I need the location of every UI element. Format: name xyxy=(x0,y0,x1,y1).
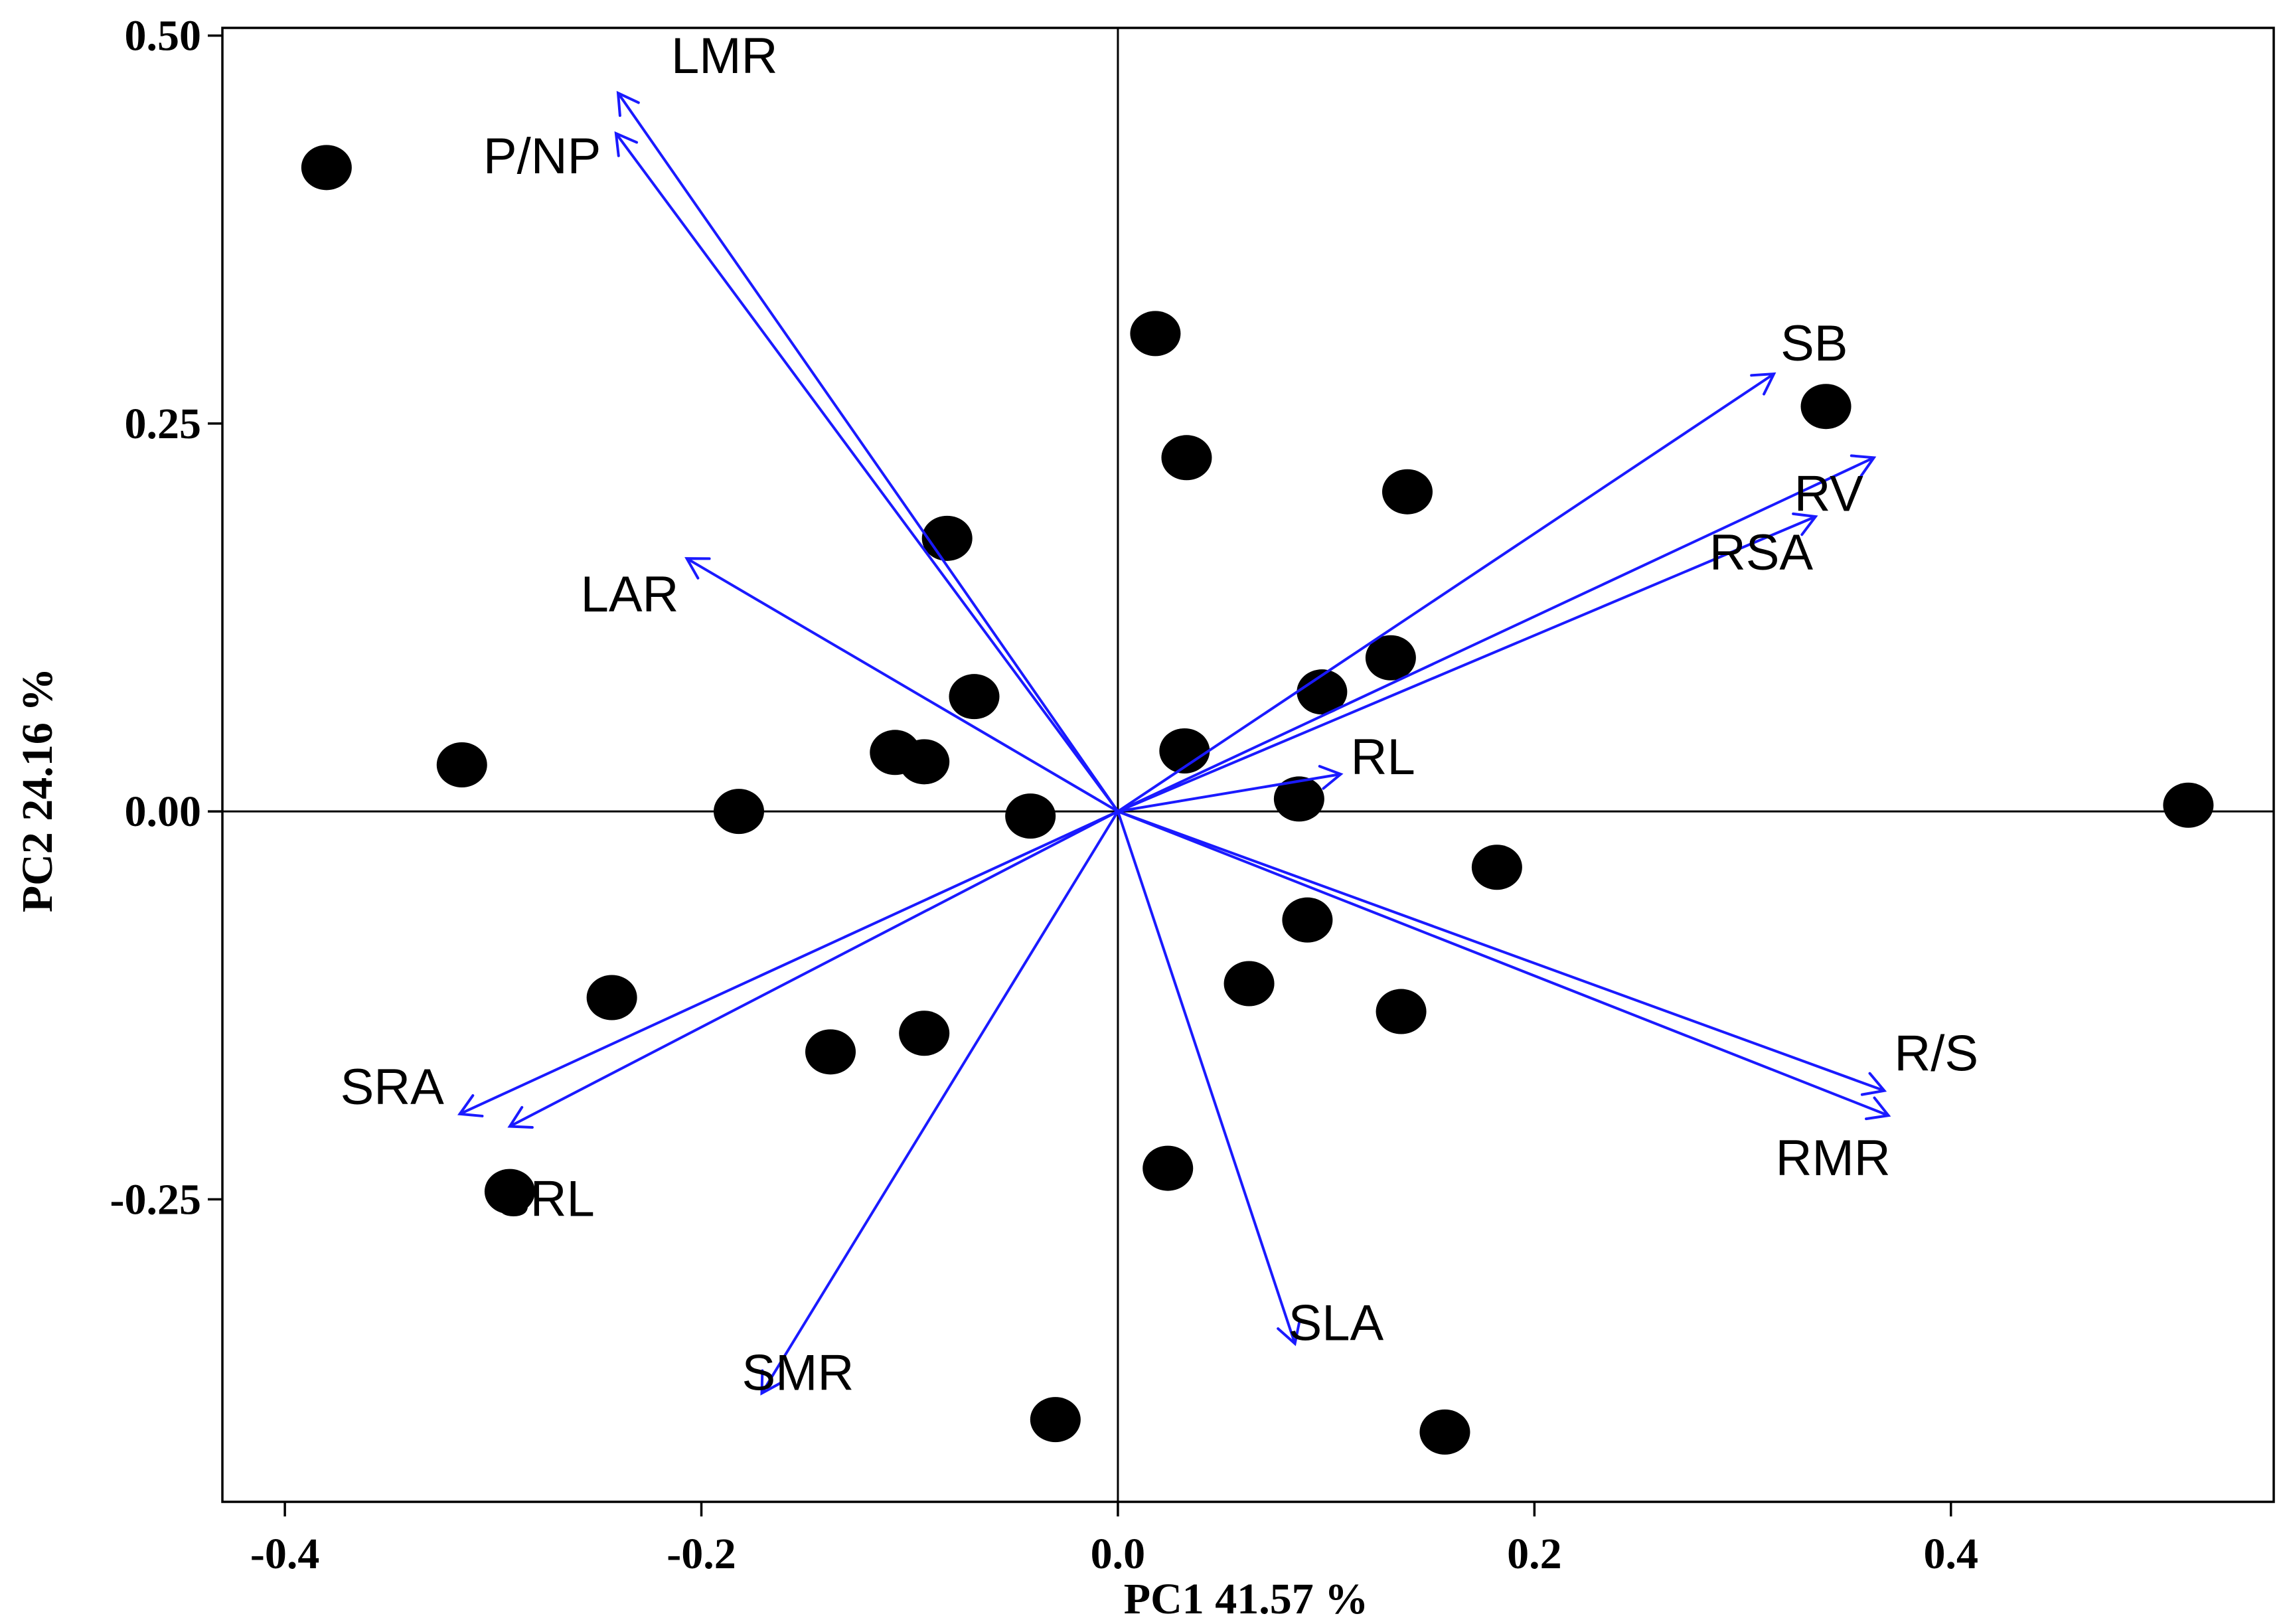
score-point xyxy=(1381,469,1433,515)
loading-label-smr: SMR xyxy=(742,1344,854,1401)
score-point xyxy=(805,1029,856,1075)
loading-arrow-smr xyxy=(760,811,1119,1394)
y-tick-label: 0.25 xyxy=(125,400,202,448)
loading-arrow-rv xyxy=(1117,456,1875,813)
x-tick-label: 0.4 xyxy=(1924,1530,1979,1578)
loading-arrow-r-s xyxy=(1117,810,1885,1092)
score-point xyxy=(1130,311,1181,357)
loading-arrowhead-srl xyxy=(507,1105,534,1129)
loading-arrow-sb xyxy=(1117,372,1775,813)
plot-frame xyxy=(221,27,2275,1503)
x-axis-ticks: -0.4 -0.2 0.0 0.2 0.4 xyxy=(250,1502,1978,1578)
loading-arrow-sla xyxy=(1117,811,1297,1344)
loading-label-sra: SRA xyxy=(341,1059,445,1115)
score-point xyxy=(1800,384,1852,430)
score-point xyxy=(586,975,637,1020)
score-point xyxy=(2163,782,2214,828)
x-tick-label: -0.2 xyxy=(667,1530,736,1578)
loading-label-lmr: LMR xyxy=(671,28,777,84)
loading-arrowhead-lmr xyxy=(616,90,640,118)
score-point xyxy=(1365,635,1416,681)
loading-arrowhead-r-s xyxy=(1860,1072,1887,1096)
loading-label-rl: RL xyxy=(1351,729,1415,785)
loading-arrow-rmr xyxy=(1117,810,1889,1117)
score-point xyxy=(436,742,487,787)
score-points xyxy=(301,145,2214,1455)
loading-arrowhead-rsa xyxy=(1792,512,1818,536)
loading-arrow-rsa xyxy=(1117,515,1816,813)
y-axis-ticks: 0.50 0.25 0.00 -0.25 xyxy=(110,12,222,1224)
y-tick-label: 0.00 xyxy=(125,787,202,836)
zero-lines xyxy=(222,28,2274,1502)
loading-arrowhead-sb xyxy=(1750,372,1776,396)
x-tick-label: 0.2 xyxy=(1507,1530,1562,1578)
loading-arrow-rl xyxy=(1117,773,1341,813)
loading-arrowhead-p-np xyxy=(614,131,639,157)
score-point xyxy=(899,1011,950,1056)
score-point xyxy=(1005,793,1056,839)
score-point xyxy=(1282,897,1333,943)
y-tick-label: 0.50 xyxy=(125,12,202,60)
score-point xyxy=(1030,1397,1081,1443)
y-axis-title: PC2 24.16 % xyxy=(13,668,62,912)
score-point xyxy=(713,789,764,835)
loading-arrowhead-sla xyxy=(1277,1320,1301,1346)
loading-label-r-s: R/S xyxy=(1894,1026,1978,1082)
loading-arrowhead-rv xyxy=(1850,454,1877,478)
loading-arrow-srl xyxy=(509,810,1119,1128)
loading-arrowhead-smr xyxy=(760,1369,783,1396)
score-point xyxy=(1471,845,1522,890)
loading-arrow-lar xyxy=(686,557,1119,813)
loading-arrow-p-np xyxy=(615,132,1119,813)
x-tick-label: 0.0 xyxy=(1091,1530,1146,1578)
loading-arrowhead-sra xyxy=(457,1094,484,1117)
loading-label-rsa: RSA xyxy=(1709,525,1814,581)
loading-label-srl: SRL xyxy=(497,1171,595,1227)
score-point xyxy=(1376,989,1427,1034)
loading-label-rv: RV xyxy=(1794,465,1864,522)
y-tick-label: -0.25 xyxy=(110,1175,201,1224)
loading-arrow-lmr xyxy=(617,92,1119,813)
score-point xyxy=(484,1169,535,1214)
loading-label-p-np: P/NP xyxy=(483,128,601,185)
score-point xyxy=(949,674,1000,720)
score-point xyxy=(899,739,950,785)
score-point xyxy=(1159,728,1210,773)
loading-arrowhead-lar xyxy=(684,557,711,580)
loading-arrowhead-rl xyxy=(1318,765,1344,790)
score-point xyxy=(1419,1409,1470,1455)
loading-arrowhead-rmr xyxy=(1865,1096,1891,1121)
loading-arrows xyxy=(457,90,1891,1396)
score-point xyxy=(1297,669,1348,715)
score-point xyxy=(1273,776,1324,822)
loading-label-sb: SB xyxy=(1780,315,1848,372)
loading-label-sla: SLA xyxy=(1289,1295,1384,1352)
score-point xyxy=(1161,435,1212,481)
score-point xyxy=(301,145,352,191)
score-point xyxy=(1223,961,1275,1007)
loading-arrow-sra xyxy=(459,810,1119,1115)
x-axis-title: PC1 41.57 % xyxy=(1124,1575,1368,1623)
loading-label-lar: LAR xyxy=(581,566,679,623)
x-tick-label: -0.4 xyxy=(250,1530,319,1578)
loading-label-rmr: RMR xyxy=(1776,1130,1891,1186)
score-point xyxy=(1143,1145,1194,1191)
